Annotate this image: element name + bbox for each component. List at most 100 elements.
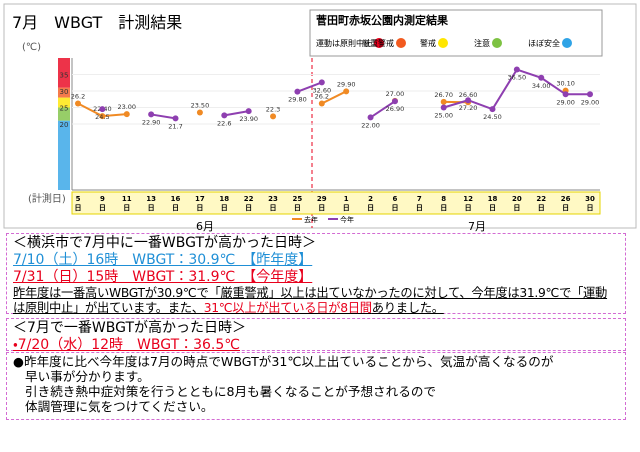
x-tick-label: 23 日 bbox=[268, 195, 278, 212]
level-band bbox=[58, 120, 70, 190]
section-line: 7/10（土）16時 WBGT：30.9℃ 【昨年度】 bbox=[13, 252, 313, 268]
data-point bbox=[440, 104, 447, 111]
data-point bbox=[75, 100, 81, 107]
data-label: 26.2 bbox=[71, 93, 85, 101]
data-point bbox=[367, 114, 374, 121]
data-point bbox=[440, 98, 447, 105]
data-label: 26.70 bbox=[434, 91, 453, 99]
section-heading: ＜横浜市で7月中に一番WBGTが高かった日時＞ bbox=[13, 235, 317, 251]
data-label: 26.2 bbox=[315, 93, 329, 101]
data-point bbox=[270, 113, 277, 120]
chart: 7月 WBGT 計測結果 菅田町赤坂公園内測定結果 (℃) (計測日) 6月 7… bbox=[3, 3, 637, 232]
legend-box bbox=[309, 9, 603, 57]
x-tick-label: 18 日 bbox=[488, 195, 498, 212]
legend-level-dot bbox=[562, 38, 572, 48]
x-tick-label: 20 日 bbox=[512, 195, 522, 212]
x-tick-label: 30 日 bbox=[585, 195, 595, 212]
data-point bbox=[513, 66, 520, 73]
legend-level-dot bbox=[396, 38, 406, 48]
x-tick-label: 11 日 bbox=[122, 195, 132, 212]
level-band bbox=[58, 87, 70, 98]
data-point bbox=[489, 106, 496, 113]
legend-label: 去年 bbox=[304, 215, 318, 224]
y-tick-label: 20 bbox=[60, 121, 69, 129]
chart-title: 7月 WBGT 計測結果 bbox=[12, 13, 182, 32]
data-label: 24.5 bbox=[95, 113, 109, 121]
data-label: 29.90 bbox=[337, 80, 356, 88]
data-label: 27.20 bbox=[459, 104, 478, 112]
y-tick-label: 35 bbox=[60, 72, 69, 80]
x-tick-label: 17 日 bbox=[195, 195, 205, 212]
data-label: 26.60 bbox=[459, 91, 478, 99]
data-point bbox=[148, 111, 155, 118]
x-unit: (計測日) bbox=[28, 192, 66, 205]
data-label: 26.90 bbox=[386, 105, 405, 113]
legend-level-label: ほぼ安全 bbox=[528, 38, 560, 48]
section-heading: ＜7月で一番WBGTが高かった日時＞ bbox=[13, 320, 247, 336]
section-line: 早い事が分かります。 bbox=[25, 369, 150, 384]
x-tick-label: 26 日 bbox=[561, 195, 571, 212]
legend-title: 菅田町赤坂公園内測定結果 bbox=[316, 13, 448, 27]
data-point bbox=[343, 88, 350, 95]
data-point bbox=[318, 100, 325, 107]
data-label: 29.80 bbox=[288, 96, 307, 104]
legend-label: 今年 bbox=[340, 215, 354, 224]
data-label: 29.00 bbox=[556, 98, 575, 106]
series-line bbox=[150, 68, 590, 120]
data-point bbox=[123, 111, 130, 118]
section-paragraph: 昨年度は一番高いWBGTが30.9℃で「厳重警戒」以上は出ていなかったのに対して… bbox=[13, 286, 619, 316]
data-label: 29.00 bbox=[581, 98, 600, 106]
data-point bbox=[538, 74, 545, 81]
x-tick-label: 13 日 bbox=[146, 195, 156, 212]
chart-frame bbox=[3, 3, 637, 229]
month-label: 6月 bbox=[196, 220, 214, 232]
data-label: 30.10 bbox=[556, 80, 575, 88]
data-point bbox=[245, 108, 252, 115]
data-label: 24.50 bbox=[483, 113, 502, 121]
legend-level-dot bbox=[492, 38, 502, 48]
section-line: ●昨年度に比べ今年度は7月の時点でWBGTが31℃以上出ていることから、気温が高… bbox=[13, 354, 554, 369]
data-label: 36.50 bbox=[508, 74, 527, 82]
data-label: 27.00 bbox=[386, 90, 405, 98]
y-tick-label: 30 bbox=[60, 88, 69, 96]
data-point bbox=[196, 109, 203, 116]
data-label: 34.00 bbox=[532, 82, 551, 90]
y-tick-label: 25 bbox=[60, 105, 69, 113]
data-point bbox=[99, 113, 106, 120]
month-label: 7月 bbox=[468, 220, 486, 232]
data-point bbox=[465, 97, 472, 104]
data-label: 25.00 bbox=[434, 112, 453, 120]
x-tick-label: 25 日 bbox=[293, 195, 303, 212]
data-label: 23.90 bbox=[239, 115, 258, 123]
section-line: 7/31（日）15時 WBGT：31.9℃ 【今年度】 bbox=[13, 269, 313, 285]
legend-level-label: 警戒 bbox=[420, 38, 436, 48]
data-label: 22.3 bbox=[266, 105, 280, 113]
data-point bbox=[294, 88, 301, 95]
level-band bbox=[58, 107, 70, 121]
legend-level-label: 厳重警戒 bbox=[362, 38, 394, 48]
data-point bbox=[562, 91, 569, 98]
legend-level-dot bbox=[374, 38, 384, 48]
section-line: 引き続き熱中症対策を行うとともに8月も暑くなることが予想されるので bbox=[25, 384, 437, 399]
legend-level-dot bbox=[438, 38, 448, 48]
level-band bbox=[58, 97, 70, 108]
data-point bbox=[587, 91, 593, 98]
section-box: ＜7月で一番WBGTが高かった日時＞ ・7/20（水）12時 WBGT：36.5℃ bbox=[6, 318, 626, 353]
paragraph-segment: 31℃以上が出ている日が8日間 bbox=[203, 301, 372, 315]
section-line: ・7/20（水）12時 WBGT：36.5℃ bbox=[13, 337, 241, 353]
level-band bbox=[58, 58, 70, 88]
data-point bbox=[172, 115, 179, 122]
x-tick-label: 18 日 bbox=[219, 195, 229, 212]
paragraph-segment: 昨年度は一番高いWBGTが30.9℃で「厳重警戒」以上は出ていなかったのに対して… bbox=[13, 286, 608, 315]
y-unit: (℃) bbox=[22, 42, 41, 53]
data-point bbox=[391, 98, 398, 105]
